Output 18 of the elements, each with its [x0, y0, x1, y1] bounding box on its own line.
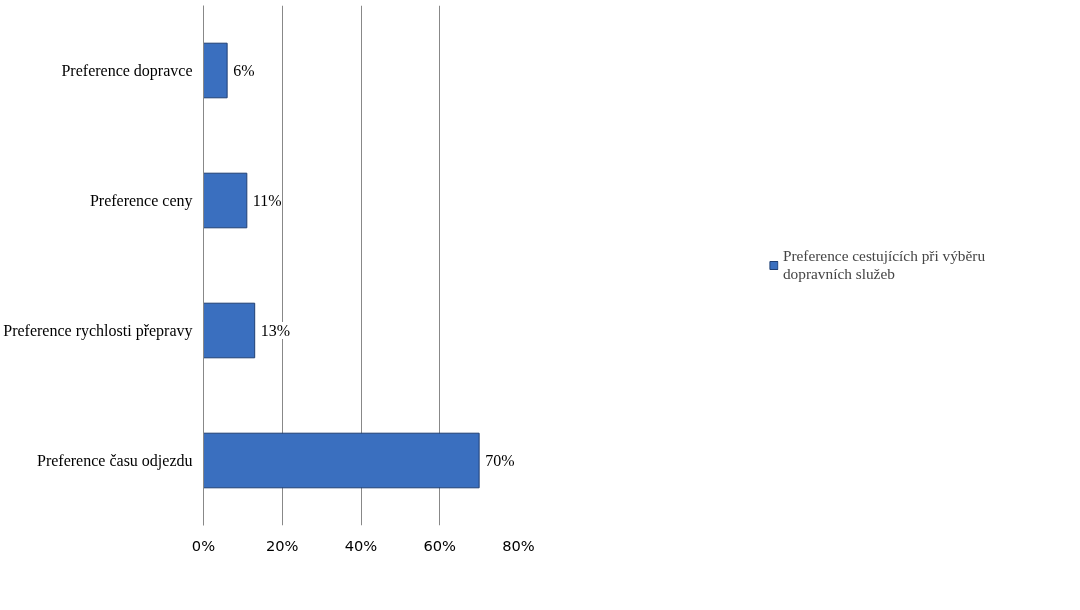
x-tick-label: 0% — [191, 536, 216, 554]
x-tick-label: 20% — [265, 536, 299, 554]
y-tick-label: Preference rychlosti přepravy — [3, 322, 193, 340]
y-tick-label: Preference času odjezdu — [37, 452, 193, 470]
data-label: 11% — [252, 192, 282, 209]
legend-label: Preference cestujících při výběru dopravních služeb — [782, 247, 986, 283]
bar — [203, 432, 480, 489]
y-tick-label: Preference ceny — [89, 192, 193, 210]
x-tick-label: 80% — [502, 536, 535, 554]
bar — [203, 42, 228, 99]
data-label: 70% — [485, 452, 515, 469]
data-label: 6% — [233, 62, 255, 79]
y-tick-label: Preference dopravce — [61, 62, 193, 80]
data-label: 13% — [260, 322, 291, 339]
x-tick-label: 40% — [344, 536, 378, 554]
bar — [203, 172, 248, 229]
bar — [203, 302, 256, 359]
x-tick-label: 60% — [423, 536, 457, 554]
